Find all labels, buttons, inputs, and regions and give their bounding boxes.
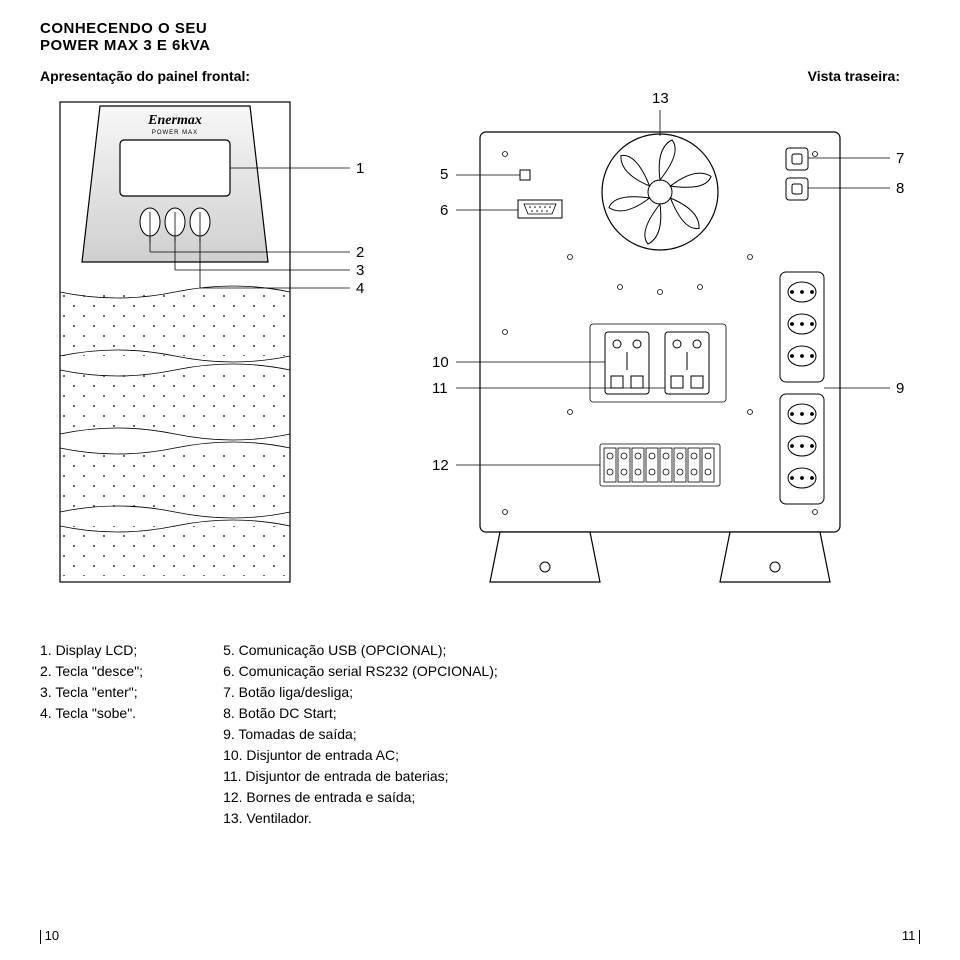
legend-block: 1. Display LCD; 2. Tecla "desce"; 3. Tec… [40, 640, 920, 829]
legend-left: 1. Display LCD; 2. Tecla "desce"; 3. Tec… [40, 640, 143, 829]
callout-2: 2 [356, 244, 364, 261]
front-panel-figure: Enermax POWER MAX [40, 92, 380, 612]
callout-4: 4 [356, 280, 364, 297]
page-number-right: 11 [902, 928, 920, 944]
subhead-rear: Vista traseira: [808, 68, 900, 84]
callout-1: 1 [356, 160, 364, 177]
callout-13: 13 [652, 90, 669, 107]
callout-9: 9 [896, 380, 904, 397]
title-line1: CONHECENDO O SEU [40, 20, 920, 37]
page-number-left-val: 10 [45, 928, 59, 943]
page-number-left: 10 [40, 928, 59, 944]
callout-12: 12 [432, 457, 449, 474]
page-number-right-val: 11 [902, 928, 916, 943]
rear-panel-figure: 13 5 6 7 8 9 10 11 12 [420, 92, 930, 612]
figures-row: Enermax POWER MAX [40, 92, 920, 612]
callout-6: 6 [440, 202, 448, 219]
rear-panel-svg [420, 92, 930, 612]
callout-10: 10 [432, 354, 449, 371]
front-panel-svg: Enermax POWER MAX [40, 92, 380, 592]
callout-5: 5 [440, 166, 448, 183]
callout-8: 8 [896, 180, 904, 197]
callout-3: 3 [356, 262, 364, 279]
svg-text:POWER MAX: POWER MAX [152, 130, 198, 136]
subheads-row: Apresentação do painel frontal: Vista tr… [40, 68, 900, 84]
legend-right: 5. Comunicação USB (OPCIONAL); 6. Comuni… [223, 640, 498, 829]
page-title: CONHECENDO O SEU POWER MAX 3 E 6kVA [40, 20, 920, 54]
svg-text:Enermax: Enermax [147, 113, 202, 128]
callout-7: 7 [896, 150, 904, 167]
callout-11: 11 [432, 380, 448, 397]
title-line2: POWER MAX 3 E 6kVA [40, 37, 920, 54]
subhead-front: Apresentação do painel frontal: [40, 68, 250, 84]
